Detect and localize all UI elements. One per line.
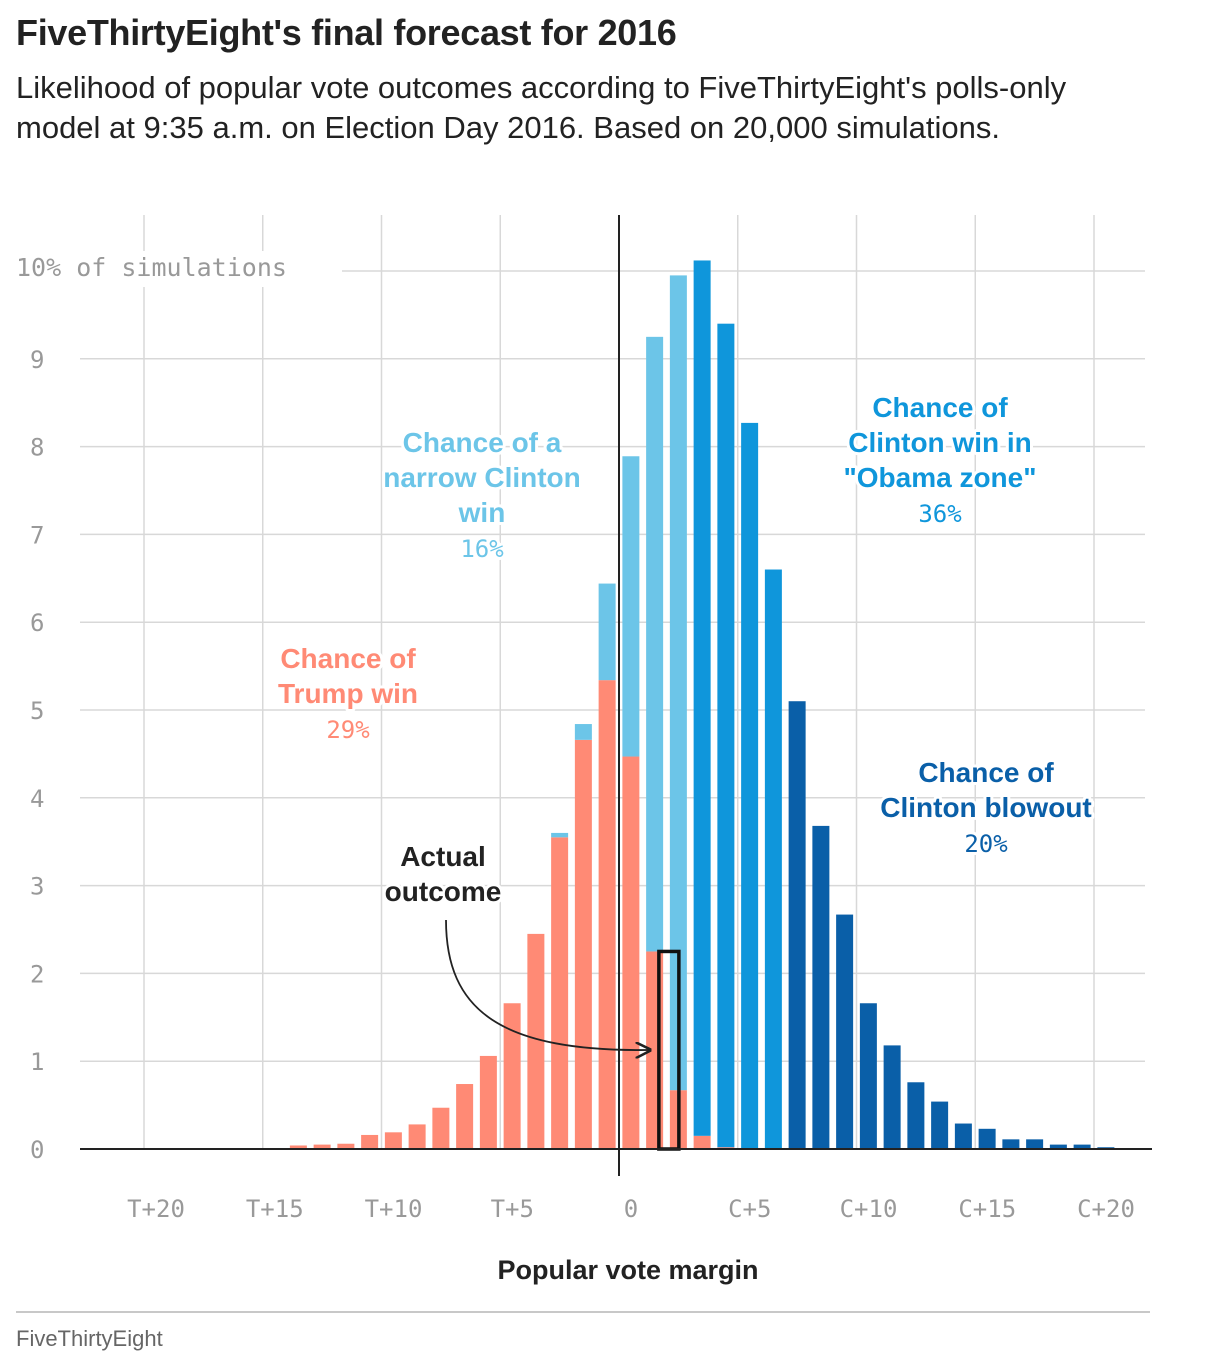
bar-trump — [574, 739, 592, 1149]
y-tick-label: 1 — [30, 1048, 44, 1076]
bar-blowout — [788, 701, 806, 1149]
bar-blowout — [907, 1082, 925, 1149]
annotation-narrow-line: Chance of a — [403, 427, 562, 458]
bar-narrow — [622, 456, 640, 757]
annotation-obama-line: "Obama zone" — [843, 462, 1036, 493]
bar-trump — [384, 1132, 402, 1149]
bar-trump — [313, 1144, 331, 1149]
annotation-trump-line: Trump win — [278, 678, 418, 709]
annotation-obama-pct: 36% — [918, 500, 962, 528]
forecast-histogram: 0 1 2 3 4 5 6 7 8 9 10% of simulations T+20 T+15 T+10… — [12, 215, 1152, 1285]
x-tick-label: T+15 — [246, 1195, 304, 1223]
bar-obama — [741, 422, 759, 1149]
y-tick-label: 0 — [30, 1136, 44, 1164]
bar-blowout — [931, 1101, 949, 1149]
annotation-obama-line: Chance of — [872, 392, 1008, 423]
annotations: Chance of Trump win 29% Chance of a narrow C… — [275, 389, 1095, 1050]
bar-trump — [408, 1124, 426, 1149]
annotation-trump-line: Chance of — [280, 643, 416, 674]
bar-trump — [693, 1135, 711, 1149]
x-tick-label: T+20 — [127, 1195, 185, 1223]
bar-blowout — [1073, 1144, 1091, 1149]
x-tick-label: C+5 — [728, 1195, 771, 1223]
bar-trump — [361, 1134, 379, 1149]
bar-blowout — [1002, 1139, 1020, 1149]
x-tick-label: C+15 — [958, 1195, 1016, 1223]
bar-blowout — [859, 1003, 877, 1149]
annotation-trump: Chance of Trump win 29% — [275, 640, 421, 747]
x-tick-label: C+10 — [840, 1195, 898, 1223]
bar-trump — [479, 1055, 497, 1149]
annotation-actual-line: Actual — [400, 841, 486, 872]
annotation-obama: Chance of Clinton win in "Obama zone" 36% — [840, 389, 1039, 531]
bar-trump — [432, 1107, 450, 1149]
bar-blowout — [883, 1045, 901, 1149]
bars — [266, 260, 1115, 1151]
bar-blowout — [954, 1123, 972, 1149]
bar-blowout — [978, 1128, 996, 1149]
bar-trump — [598, 680, 616, 1149]
bar-obama — [764, 569, 782, 1149]
bar-obama — [717, 323, 735, 1148]
y-unit-label: 10% of simulations — [16, 253, 287, 282]
x-tick-label: T+10 — [365, 1195, 423, 1223]
annotation-actual: Actual outcome — [382, 838, 505, 910]
annotation-narrow-line: win — [458, 497, 506, 528]
bar-blowout — [836, 914, 854, 1149]
bar-blowout — [1049, 1144, 1067, 1149]
bar-blowout — [812, 825, 830, 1149]
actual-outcome-arrow — [445, 919, 650, 1050]
bar-blowout — [1026, 1139, 1044, 1149]
x-tick-label: 0 — [624, 1195, 638, 1223]
bar-obama — [693, 260, 711, 1136]
y-tick-label: 7 — [30, 521, 44, 549]
y-tick-label: 5 — [30, 697, 44, 725]
annotation-blowout-line: Clinton blowout — [880, 792, 1092, 823]
x-axis-label: Popular vote margin — [497, 1255, 758, 1285]
annotation-blowout: Chance of Clinton blowout 20% — [877, 754, 1095, 861]
y-tick-label: 4 — [30, 785, 44, 813]
y-tick-label: 3 — [30, 873, 44, 901]
y-unit-label-bg — [12, 251, 342, 287]
bar-narrow — [574, 724, 592, 740]
footer-divider — [16, 1311, 1150, 1313]
bar-trump — [622, 756, 640, 1149]
bar-trump — [337, 1143, 355, 1149]
annotation-blowout-line: Chance of — [918, 757, 1054, 788]
annotation-blowout-pct: 20% — [964, 830, 1008, 858]
annotation-narrow-pct: 16% — [460, 535, 504, 563]
annotation-narrow-line: narrow Clinton — [383, 462, 581, 493]
bar-narrow — [598, 583, 616, 681]
bar-narrow — [646, 336, 664, 952]
bar-narrow — [551, 832, 569, 838]
bar-trump — [527, 933, 545, 1149]
axes: 0 1 2 3 4 5 6 7 8 9 10% of simulations T+20 T+15 T+10… — [12, 215, 1152, 1285]
chart-title: FiveThirtyEight's final forecast for 201… — [16, 12, 677, 53]
y-tick-label: 2 — [30, 960, 44, 988]
bar-trump — [289, 1145, 307, 1149]
bar-narrow — [669, 275, 687, 1091]
source-credit: FiveThirtyEight — [16, 1326, 163, 1351]
annotation-narrow: Chance of a narrow Clinton win 16% — [380, 424, 584, 566]
annotation-obama-line: Clinton win in — [848, 427, 1032, 458]
y-tick-label: 8 — [30, 434, 44, 462]
bar-trump — [456, 1084, 474, 1149]
y-tick-label: 9 — [30, 346, 44, 374]
annotation-trump-pct: 29% — [326, 716, 370, 744]
bar-trump — [551, 837, 569, 1149]
bar-trump — [503, 1003, 521, 1149]
x-tick-label: C+20 — [1077, 1195, 1135, 1223]
chart-subtitle: Likelihood of popular vote outcomes acco… — [16, 70, 1067, 145]
y-tick-label: 6 — [30, 609, 44, 637]
annotation-actual-line: outcome — [385, 876, 502, 907]
x-tick-label: T+5 — [491, 1195, 534, 1223]
